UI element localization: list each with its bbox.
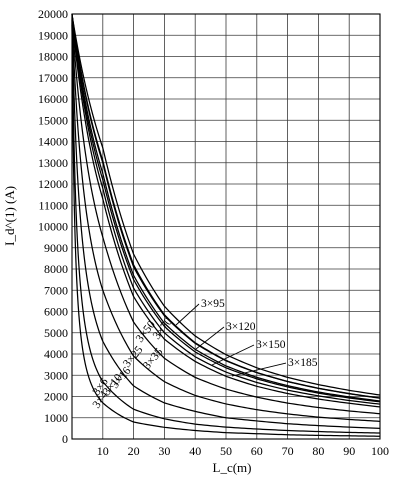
curve-label-leader bbox=[231, 362, 287, 377]
x-tick-label: 90 bbox=[343, 444, 355, 458]
y-tick-label: 18000 bbox=[38, 50, 68, 64]
y-tick-label: 17000 bbox=[38, 71, 68, 85]
curve-3x50 bbox=[71, 16, 381, 403]
curve-label: 3×35 bbox=[141, 346, 166, 372]
y-tick-label: 5000 bbox=[44, 326, 68, 340]
y-tick-label: 7000 bbox=[44, 283, 68, 297]
y-tick-label: 0 bbox=[62, 432, 68, 446]
curve-3x35 bbox=[71, 17, 381, 408]
y-tick-label: 19000 bbox=[38, 28, 68, 42]
y-tick-label: 14000 bbox=[38, 135, 68, 149]
chart-ticks: 0 1000 2000 3000 4000 5000 6000 7000 8000 9000 100… bbox=[38, 7, 389, 458]
curve-3x185 bbox=[71, 13, 381, 405]
x-tick-label: 70 bbox=[282, 444, 294, 458]
y-tick-label: 2000 bbox=[44, 390, 68, 404]
y-tick-label: 12000 bbox=[38, 177, 68, 191]
x-tick-label: 50 bbox=[220, 444, 232, 458]
y-tick-label: 6000 bbox=[44, 305, 68, 319]
x-tick-label: 40 bbox=[189, 444, 201, 458]
curve-label: 3×95 bbox=[201, 298, 225, 310]
x-tick-label: 60 bbox=[251, 444, 263, 458]
curve-label: 3×150 bbox=[256, 339, 286, 351]
y-tick-label: 16000 bbox=[38, 92, 68, 106]
y-tick-label: 8000 bbox=[44, 262, 68, 276]
y-tick-label: 15000 bbox=[38, 113, 68, 127]
curve-label-leader bbox=[211, 344, 255, 366]
y-axis-label: I_d^(1) (A) bbox=[2, 186, 17, 246]
x-tick-label: 100 bbox=[371, 444, 389, 458]
x-tick-label: 80 bbox=[312, 444, 324, 458]
x-tick-label: 30 bbox=[158, 444, 170, 458]
curve-3x16 bbox=[71, 19, 381, 422]
curve-label-leader bbox=[175, 303, 200, 326]
x-axis-label: L_c(m) bbox=[213, 460, 252, 475]
y-tick-label: 3000 bbox=[44, 368, 68, 382]
curve-label: 3×185 bbox=[288, 357, 318, 369]
curve-3x120 bbox=[71, 14, 381, 399]
curve-3x6 bbox=[71, 22, 381, 434]
curve-3x10 bbox=[71, 20, 381, 430]
curve-3x25 bbox=[71, 18, 381, 415]
curve-label-leader bbox=[195, 326, 225, 350]
curve-label: 3×120 bbox=[226, 321, 256, 333]
curve-3x4 bbox=[71, 24, 381, 437]
y-tick-label: 13000 bbox=[38, 156, 68, 170]
plot-frame bbox=[71, 13, 381, 440]
x-tick-label: 10 bbox=[97, 444, 109, 458]
y-tick-label: 9000 bbox=[44, 241, 68, 255]
y-tick-label: 1000 bbox=[44, 411, 68, 425]
chart-grid bbox=[71, 13, 381, 440]
x-tick-label: 20 bbox=[128, 444, 140, 458]
y-tick-label: 20000 bbox=[38, 7, 68, 21]
y-tick-label: 11000 bbox=[38, 198, 68, 212]
y-tick-label: 10000 bbox=[38, 220, 68, 234]
curve-3x150 bbox=[71, 14, 381, 402]
y-tick-label: 4000 bbox=[44, 347, 68, 361]
chart-curves bbox=[71, 13, 381, 437]
